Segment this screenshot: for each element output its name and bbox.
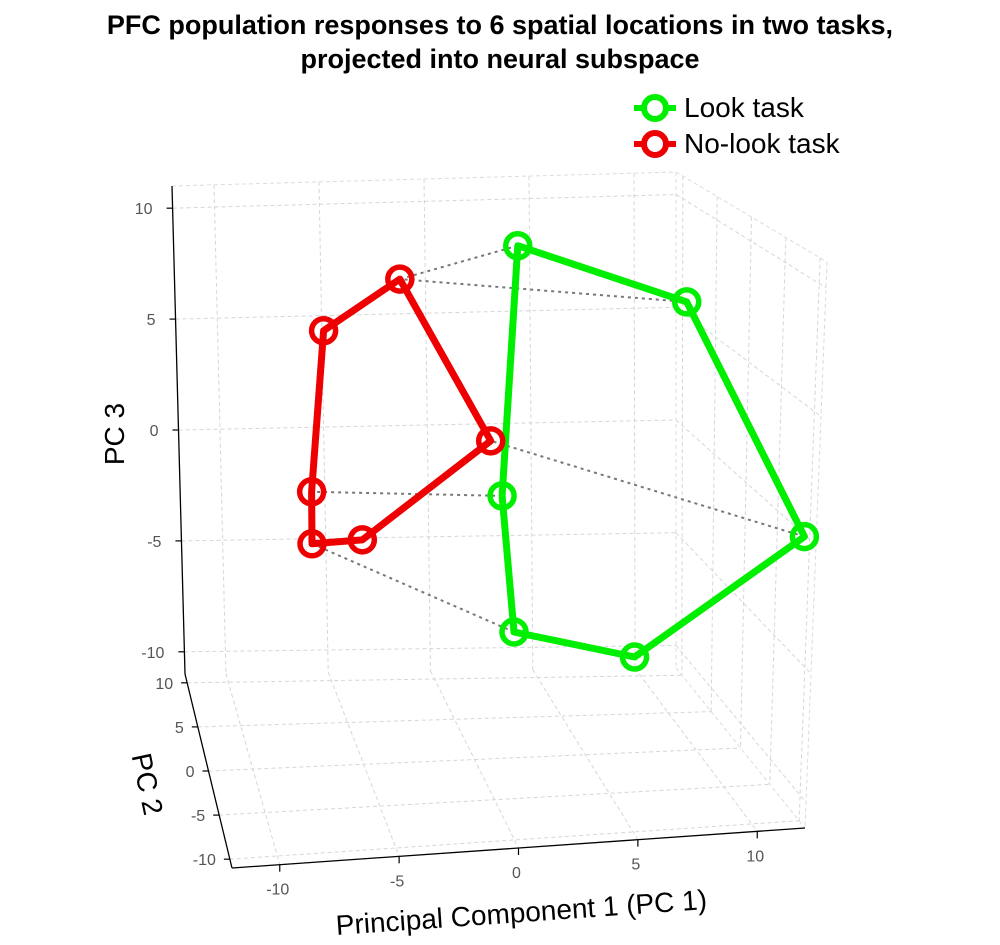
tick-label-pc1: 0: [512, 865, 521, 882]
tick-label-pc3: 0: [150, 423, 159, 440]
gridline-side-pc2: [740, 216, 752, 749]
tick-label-pc2: 10: [155, 676, 173, 693]
tick-label-pc2: -5: [191, 808, 205, 825]
gridline-side-pc3: [675, 194, 827, 289]
legend-label: No-look task: [684, 128, 840, 159]
correspondence-lines: [311, 244, 805, 633]
axis-labels: PC 3 PC 2 Principal Component 1 (PC 1): [99, 403, 708, 941]
gridline-pc1: [213, 184, 227, 674]
tick-label-pc1: 10: [746, 848, 764, 865]
chart-grid: [171, 171, 828, 869]
gridline-floor-pc2: [187, 674, 682, 684]
series-look-task: [487, 230, 820, 672]
correspondence-line: [311, 490, 503, 497]
tick-label-pc2: 5: [175, 720, 184, 737]
tick-labels: 10 5 0 -5 -10 10 5 0 -5 -10 -10 -5 0 5 10: [135, 201, 764, 898]
gridline-floor-pc1: [532, 669, 639, 840]
chart-title-line-2: projected into neural subspace: [300, 44, 700, 74]
gridline-pc1: [318, 181, 329, 673]
chart-axes: [171, 185, 806, 869]
series-no-look-task: [296, 264, 506, 559]
box-edge: [675, 667, 806, 829]
tick-label-pc2: 0: [186, 764, 195, 781]
chart-title: PFC population responses to 6 spatial lo…: [0, 8, 1000, 76]
correspondence-line: [311, 542, 515, 633]
gridline-side-pc3: [675, 532, 812, 674]
gridline-floor-pc2: [219, 783, 770, 816]
tick-label-pc1: 5: [631, 857, 640, 874]
box-edge: [171, 171, 677, 187]
data-point: [475, 426, 506, 456]
gridline-floor-pc2: [197, 711, 712, 728]
data-point: [619, 642, 650, 672]
correspondence-line: [399, 278, 687, 303]
tick-label-pc1: -10: [266, 882, 289, 899]
gridline-pc3: [178, 419, 677, 431]
data-point: [789, 521, 820, 552]
correspondence-line: [399, 244, 519, 281]
chart-title-line-1: PFC population responses to 6 spatial lo…: [106, 10, 894, 40]
gridline-side-pc2: [681, 176, 684, 676]
tick-label-pc3: 5: [147, 312, 156, 329]
axis-label-pc2: PC 2: [126, 750, 169, 817]
gridline-side-pc2: [798, 257, 821, 821]
gridline-floor-pc2: [229, 820, 800, 860]
legend-marker-icon: [634, 130, 676, 158]
tick-label-pc3: -5: [147, 534, 161, 551]
tick-label-pc3: 10: [135, 201, 153, 218]
gridline-side-pc3: [675, 645, 807, 803]
series-line: [308, 275, 495, 548]
axis-label-pc3: PC 3: [99, 403, 130, 465]
gridline-side-pc3: [675, 419, 817, 546]
data-point: [347, 525, 378, 555]
gridline-pc3: [181, 532, 677, 542]
legend-marker-icon: [634, 94, 676, 122]
data-point: [671, 287, 702, 317]
correspondence-line: [490, 439, 805, 538]
gridline-floor-pc2: [208, 747, 741, 772]
tick-label-pc3: -10: [141, 645, 164, 662]
series-line: [498, 242, 808, 661]
legend-label: Look task: [684, 92, 804, 123]
tick-label-pc1: -5: [390, 873, 404, 890]
box-edge: [675, 171, 828, 263]
data-point: [297, 529, 327, 559]
data-point: [296, 477, 327, 507]
data-point: [385, 264, 415, 294]
axis-label-pc1: Principal Component 1 (PC 1): [335, 884, 708, 941]
data-point: [308, 315, 339, 346]
data-point: [499, 617, 529, 647]
data-point: [487, 481, 517, 511]
tick-label-pc2: -10: [193, 852, 216, 869]
gridline-side-pc2: [710, 196, 718, 712]
chart-series: [296, 230, 820, 672]
gridline-floor-pc1: [634, 668, 758, 832]
data-point: [503, 230, 533, 261]
